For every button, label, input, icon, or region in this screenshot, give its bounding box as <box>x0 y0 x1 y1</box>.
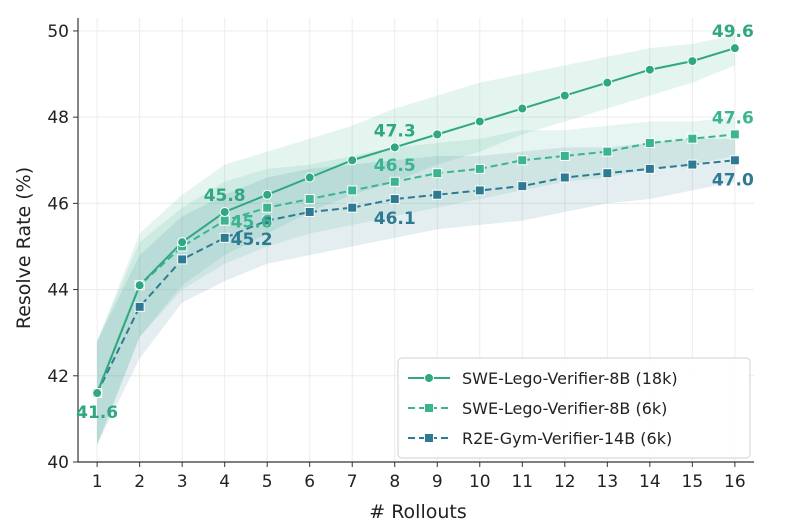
x-tick-label: 11 <box>511 472 533 492</box>
point-s2 <box>219 232 230 243</box>
annotation-label: 45.8 <box>204 186 246 206</box>
point-s2 <box>729 155 740 166</box>
point-s2 <box>517 181 528 192</box>
x-tick-label: 12 <box>554 472 576 492</box>
legend-box <box>397 357 751 459</box>
x-tick-label: 4 <box>219 472 230 492</box>
point-s0 <box>432 129 443 140</box>
point-s0 <box>389 142 400 153</box>
point-s1 <box>219 215 230 226</box>
x-tick-label: 10 <box>469 472 491 492</box>
point-s2 <box>304 206 315 217</box>
point-s0 <box>559 90 570 101</box>
x-axis-label: # Rollouts <box>369 501 467 523</box>
point-s0 <box>92 388 103 399</box>
legend-label-0: SWE-Lego-Verifier-8B (18k) <box>462 369 678 388</box>
x-tick-label: 15 <box>682 472 704 492</box>
legend-marker-0 <box>424 373 434 383</box>
point-s2 <box>177 254 188 265</box>
annotation-label: 46.5 <box>374 156 416 176</box>
x-tick-label: 2 <box>134 472 145 492</box>
point-s2 <box>347 202 358 213</box>
x-tick-label: 16 <box>724 472 746 492</box>
series-lines <box>96 47 736 394</box>
series-line-0 <box>96 47 736 394</box>
band-2 <box>97 138 735 445</box>
point-s0 <box>474 116 485 127</box>
point-s2 <box>602 168 613 179</box>
point-s1 <box>644 138 655 149</box>
y-tick-label: 44 <box>47 281 69 301</box>
point-s0 <box>219 206 230 217</box>
x-tick-label: 5 <box>262 472 273 492</box>
x-tick-label: 1 <box>92 472 103 492</box>
x-tick-label: 13 <box>597 472 619 492</box>
point-s2 <box>559 172 570 183</box>
point-s2 <box>687 159 698 170</box>
point-s1 <box>517 155 528 166</box>
point-s1 <box>347 185 358 196</box>
series-markers <box>92 43 740 399</box>
annotation-label: 45.6 <box>231 213 273 233</box>
legend-marker-2 <box>424 433 434 443</box>
axes <box>73 18 754 467</box>
legend: SWE-Lego-Verifier-8B (18k) SWE-Lego-Verif… <box>397 357 751 459</box>
y-tick-label: 40 <box>47 453 69 473</box>
point-s0 <box>517 103 528 114</box>
y-axis-label: Resolve Rate (%) <box>13 167 35 329</box>
point-s2 <box>432 189 443 200</box>
point-s1 <box>687 133 698 144</box>
x-tick-label: 14 <box>639 472 661 492</box>
annotation-label: 41.6 <box>76 403 118 423</box>
point-s2 <box>134 301 145 312</box>
x-tick-label: 8 <box>389 472 400 492</box>
legend-label-2: R2E-Gym-Verifier-14B (6k) <box>462 429 672 448</box>
data-annotations: 41.6 45.8 45.645.2 47.3 46.5 46.1 49.6 47.6 47.0 <box>76 22 754 423</box>
point-s2 <box>474 185 485 196</box>
point-s0 <box>687 56 698 67</box>
y-tick-label: 42 <box>47 367 69 387</box>
annotation-label: 46.1 <box>374 209 416 229</box>
point-s2 <box>262 215 273 226</box>
point-s1 <box>262 202 273 213</box>
y-tick-label: 46 <box>47 194 69 214</box>
x-tick-label: 7 <box>347 472 358 492</box>
point-s0 <box>304 172 315 183</box>
point-s0 <box>644 64 655 75</box>
annotation-label: 47.3 <box>374 121 416 141</box>
point-s0 <box>602 77 613 88</box>
x-tick-label: 3 <box>177 472 188 492</box>
point-s2 <box>389 194 400 205</box>
y-tick-label: 48 <box>47 108 69 128</box>
point-s1 <box>729 129 740 140</box>
point-s0 <box>134 280 145 291</box>
point-s1 <box>602 146 613 157</box>
legend-marker-1 <box>424 403 434 413</box>
point-s0 <box>177 237 188 248</box>
point-s0 <box>347 155 358 166</box>
point-s0 <box>729 43 740 54</box>
annotation-label: 49.6 <box>712 22 754 42</box>
series-line-1 <box>96 133 735 394</box>
point-s1 <box>559 150 570 161</box>
y-tick-label: 50 <box>47 22 69 42</box>
legend-label-1: SWE-Lego-Verifier-8B (6k) <box>462 399 667 418</box>
x-tick-label: 9 <box>432 472 443 492</box>
point-s1 <box>474 163 485 174</box>
point-s1 <box>304 194 315 205</box>
point-s1 <box>432 168 443 179</box>
annotation-label: 47.6 <box>712 108 754 128</box>
series-line-2 <box>96 159 735 394</box>
point-s1 <box>389 176 400 187</box>
point-s2 <box>644 163 655 174</box>
x-tick-label: 6 <box>304 472 315 492</box>
annotation-label: 47.0 <box>712 170 754 190</box>
point-s0 <box>262 189 273 200</box>
annotation-label: 45.2 <box>231 230 273 250</box>
